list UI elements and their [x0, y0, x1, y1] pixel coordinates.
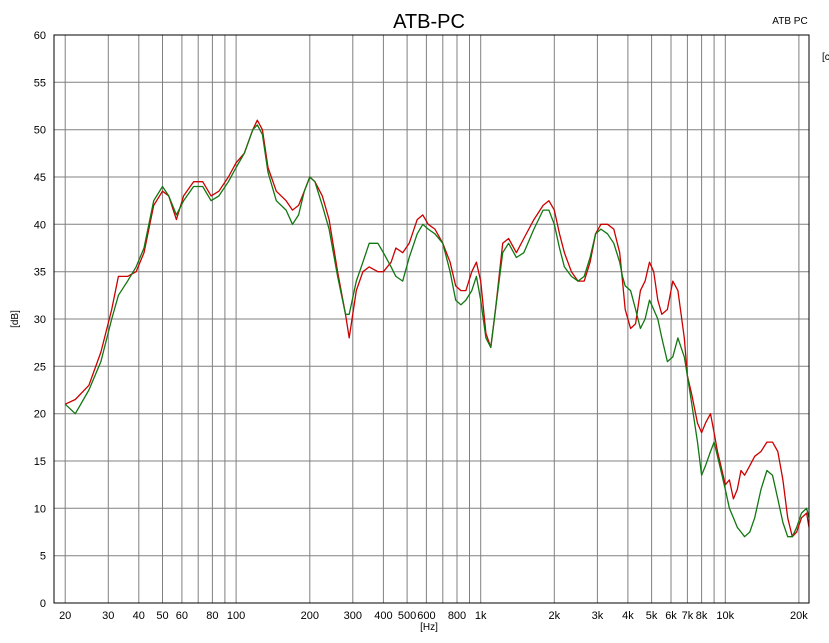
x-tick-label: 5k — [646, 610, 658, 622]
y-tick-label: 0 — [40, 598, 46, 610]
data-series — [64, 119, 810, 538]
x-tick-label: 200 — [301, 610, 319, 622]
y-axis-label: [dB] — [10, 310, 21, 328]
x-axis-label: [Hz] — [420, 622, 438, 633]
x-tick-label: 40 — [133, 610, 145, 622]
x-tick-label: 50 — [156, 610, 168, 622]
x-tick-label: 20k — [790, 610, 808, 622]
y-tick-label: 5 — [40, 551, 46, 563]
x-tick-label: 30 — [102, 610, 114, 622]
legend-label: ATB PC — [772, 16, 807, 27]
y-tick-label: 25 — [34, 361, 46, 373]
x-tick-label: 800 — [448, 610, 466, 622]
x-tick-label: 100 — [227, 610, 245, 622]
plot-frame — [53, 34, 810, 604]
x-tick-label: 400 — [374, 610, 392, 622]
x-tick-labels: 20 30 40 50 60 80 100 200 300 400 500 600 800 1k 2k 3k 4… — [59, 610, 808, 622]
y-tick-label: 10 — [34, 503, 46, 515]
legend-fragment: [c — [822, 52, 829, 63]
y-tick-label: 60 — [34, 30, 46, 42]
series-line-1 — [64, 124, 810, 538]
x-tick-label: 300 — [344, 610, 362, 622]
x-tick-label: 500 — [398, 610, 416, 622]
x-tick-label: 4k — [622, 610, 634, 622]
x-tick-label: 3k — [592, 610, 604, 622]
y-tick-label: 45 — [34, 172, 46, 184]
x-tick-label: 7k — [682, 610, 694, 622]
y-tick-label: 35 — [34, 267, 46, 279]
y-tick-label: 20 — [34, 409, 46, 421]
y-tick-label: 50 — [34, 125, 46, 137]
x-tick-label: 80 — [206, 610, 218, 622]
x-tick-label: 60 — [176, 610, 188, 622]
y-tick-label: 55 — [34, 77, 46, 89]
y-tick-label: 30 — [34, 314, 46, 326]
x-tick-label: 20 — [59, 610, 71, 622]
x-tick-label: 1k — [475, 610, 487, 622]
x-tick-label: 600 — [417, 610, 435, 622]
y-tick-label: 40 — [34, 219, 46, 231]
y-tick-label: 15 — [34, 456, 46, 468]
x-tick-label: 10k — [716, 610, 734, 622]
x-tick-label: 6k — [665, 610, 677, 622]
x-tick-label: 8k — [696, 610, 708, 622]
chart-title: ATB-PC — [393, 11, 465, 33]
x-tick-label: 2k — [548, 610, 560, 622]
y-tick-labels: 0 5 10 15 20 25 30 35 40 45 50 55 60 — [34, 30, 46, 610]
